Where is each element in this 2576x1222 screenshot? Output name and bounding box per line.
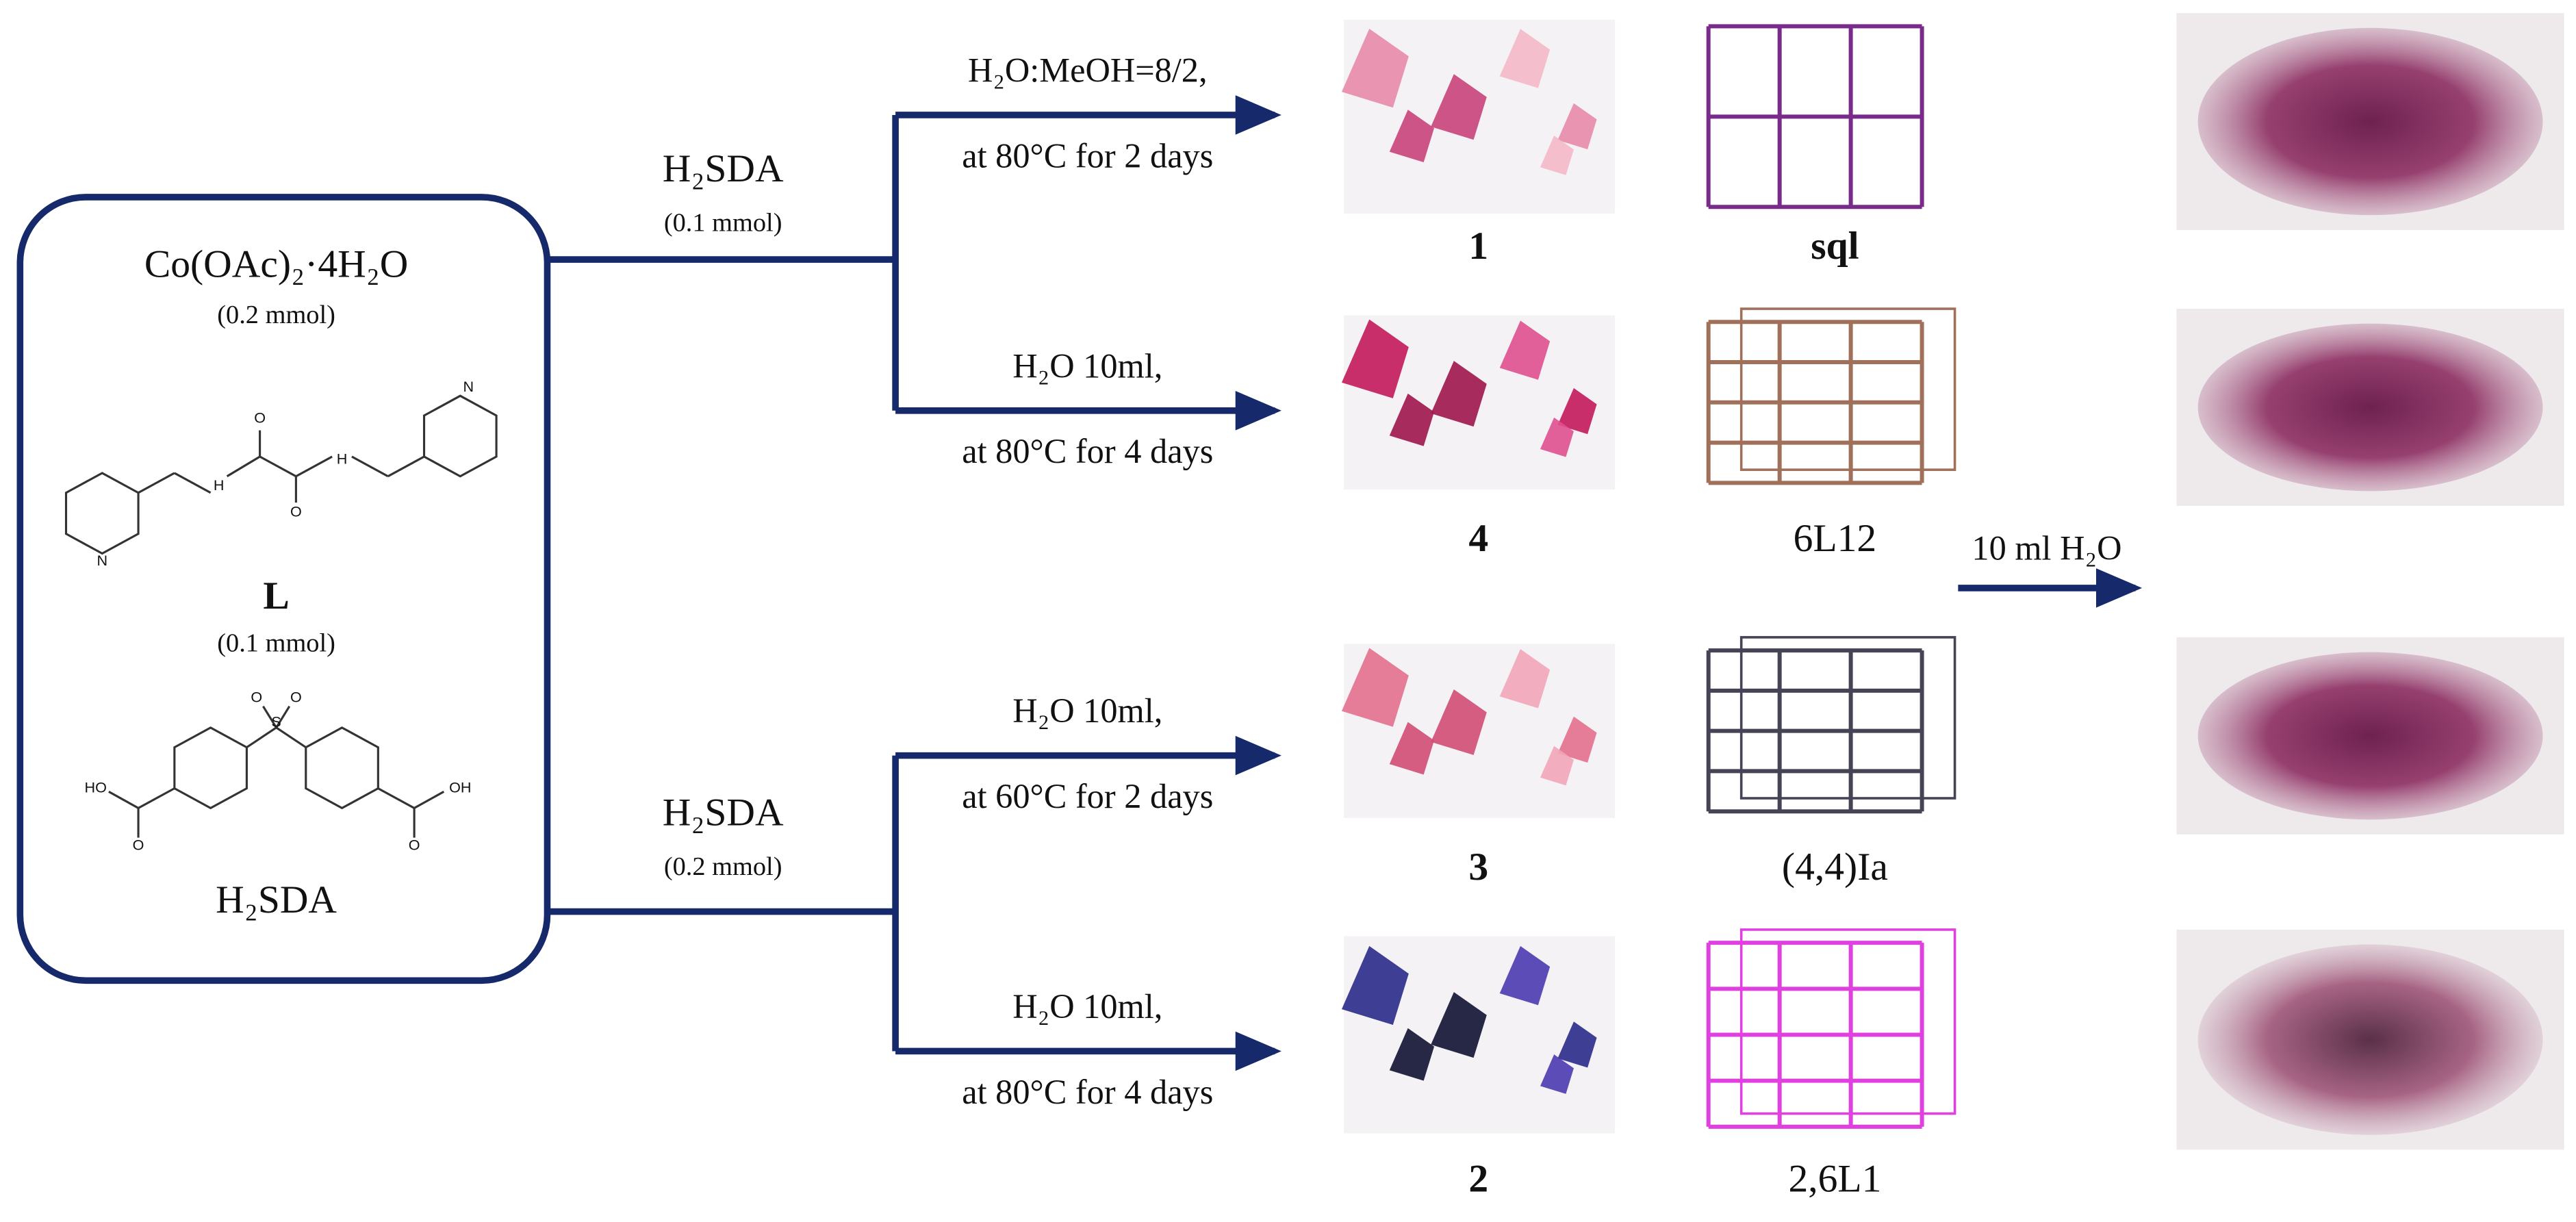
conditions: at 60°C for 2 days	[962, 777, 1213, 815]
atom: N	[463, 378, 474, 395]
crystal	[1557, 1021, 1597, 1068]
atom: O	[254, 409, 266, 426]
treatment-label: 10 ml H₂O	[1972, 529, 2121, 568]
crystal	[1431, 361, 1487, 427]
net-depth	[1739, 636, 1956, 800]
crystal	[1499, 649, 1551, 709]
conditions: at 80°C for 4 days	[962, 1073, 1213, 1111]
solvent: H₂O 10ml,	[1012, 691, 1162, 730]
topology-label: 2,6L1	[1788, 1158, 1881, 1201]
crystal	[1540, 746, 1574, 786]
metal-name: Co(OAc)₂·4H₂O	[144, 242, 409, 285]
crystal	[1499, 945, 1551, 1006]
atom: N	[97, 552, 107, 569]
solvent: H₂O 10ml,	[1012, 346, 1162, 385]
crystal	[1389, 722, 1435, 775]
atom: HO	[84, 778, 106, 795]
ligand-name: L	[263, 574, 289, 618]
powder	[2197, 944, 2543, 1135]
powder	[2197, 652, 2543, 820]
crystal	[1341, 28, 1409, 108]
crystal	[1540, 136, 1574, 175]
crystal	[1431, 689, 1487, 755]
crystal	[1540, 1054, 1574, 1094]
acid-structure	[108, 705, 445, 838]
topology-label: 6L12	[1794, 517, 1877, 560]
atom: H	[337, 450, 348, 467]
product-label: 4	[1468, 517, 1488, 560]
crystal	[1499, 320, 1551, 380]
acid-name: H₂SDA	[216, 878, 337, 921]
crystal	[1557, 387, 1597, 435]
atom: O	[409, 836, 420, 853]
atom: O	[133, 836, 144, 853]
powder	[2197, 323, 2543, 492]
reagent-amount: (0.2 mmol)	[664, 852, 782, 881]
product-label: 3	[1468, 845, 1488, 889]
reagent: H₂SDA	[663, 791, 784, 835]
ligand-amount: (0.1 mmol)	[217, 629, 335, 658]
solvent: H₂O 10ml,	[1012, 987, 1162, 1026]
crystal	[1431, 74, 1487, 140]
crystal	[1341, 648, 1409, 727]
reactant-box	[16, 194, 551, 984]
conditions: at 80°C for 2 days	[962, 136, 1213, 175]
atom: OH	[449, 778, 471, 795]
crystal	[1389, 1028, 1435, 1081]
product-label: 2	[1468, 1158, 1488, 1201]
crystal	[1389, 110, 1435, 163]
atom: O	[290, 688, 302, 705]
atom: S	[271, 713, 281, 730]
crystal	[1540, 417, 1574, 457]
atom: O	[290, 502, 302, 520]
solvent: H₂O:MeOH=8/2,	[968, 51, 1208, 90]
crystal	[1341, 945, 1409, 1026]
product-label: 1	[1468, 225, 1488, 268]
topology-label: (4,4)Ia	[1782, 845, 1888, 889]
atom: H	[214, 476, 225, 494]
atom: O	[251, 688, 262, 705]
crystal	[1557, 103, 1597, 150]
crystal	[1557, 716, 1597, 763]
reagent: H₂SDA	[663, 147, 784, 190]
net-depth	[1739, 307, 1956, 471]
topology-label: sql	[1811, 225, 1859, 268]
crystal	[1389, 393, 1435, 446]
powder	[2197, 27, 2543, 216]
net-depth	[1739, 928, 1956, 1115]
metal-amount: (0.2 mmol)	[217, 301, 335, 329]
reagent-amount: (0.1 mmol)	[664, 209, 782, 238]
ligand-structure	[64, 394, 498, 555]
crystal	[1499, 29, 1551, 88]
conditions: at 80°C for 4 days	[962, 432, 1213, 470]
crystal	[1431, 992, 1487, 1058]
crystal	[1341, 319, 1409, 398]
